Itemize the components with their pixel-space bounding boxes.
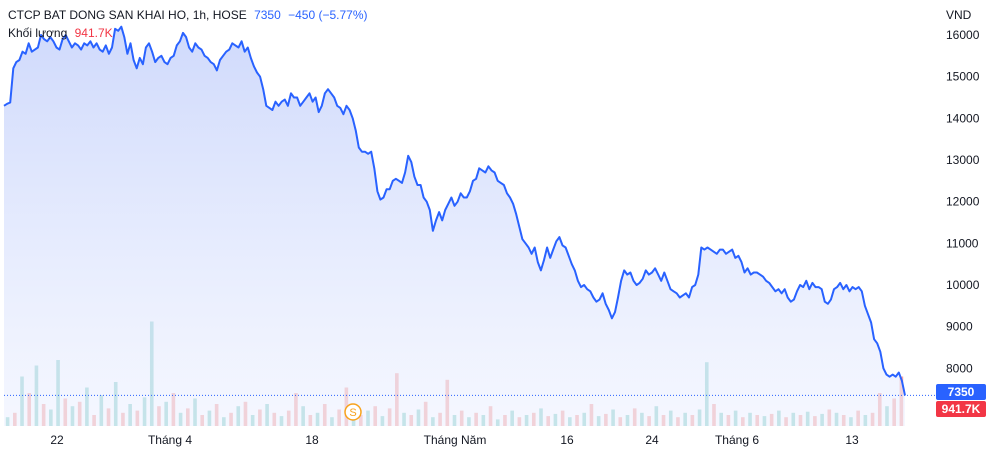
- legend-symbol-row: CTCP BAT DONG SAN KHAI HO, 1h, HOSE 7350…: [8, 6, 368, 24]
- price-line[interactable]: [3, 25, 906, 396]
- x-tick-label: Tháng 4: [148, 433, 192, 447]
- volume-value: 941.7K: [74, 26, 113, 40]
- last-price-tag: 7350: [936, 384, 986, 400]
- x-tick-label: Tháng Năm: [424, 433, 487, 447]
- price-change: −450 (−5.77%): [288, 8, 368, 22]
- last-price: 7350: [254, 8, 281, 22]
- volume-label[interactable]: Khối lượng: [8, 26, 68, 40]
- currency-label[interactable]: VND: [946, 8, 972, 22]
- y-tick-label: 10000: [946, 278, 980, 292]
- y-tick-label: 14000: [946, 111, 980, 125]
- symbol-title[interactable]: CTCP BAT DONG SAN KHAI HO, 1h, HOSE: [8, 8, 247, 22]
- x-tick-label: 24: [645, 433, 659, 447]
- volume-tag: 941.7K: [936, 401, 986, 417]
- x-tick-label: Tháng 6: [715, 433, 759, 447]
- y-tick-label: 11000: [946, 236, 979, 250]
- chart-legend: CTCP BAT DONG SAN KHAI HO, 1h, HOSE 7350…: [8, 6, 368, 42]
- x-tick-label: 16: [560, 433, 574, 447]
- y-tick-label: 13000: [946, 153, 980, 167]
- y-tick-label: 15000: [946, 70, 980, 84]
- split-event-marker[interactable]: [344, 403, 362, 421]
- x-tick-label: 18: [305, 433, 319, 447]
- x-tick-label: 13: [845, 433, 859, 447]
- x-tick-label: 22: [50, 433, 64, 447]
- y-tick-label: 9000: [946, 320, 973, 334]
- price-area: [4, 26, 905, 426]
- legend-volume-row: Khối lượng 941.7K: [8, 24, 368, 42]
- split-event-label: S: [349, 407, 356, 419]
- y-tick-label: 8000: [946, 361, 973, 375]
- y-tick-label: 16000: [946, 28, 980, 42]
- y-tick-label: 12000: [946, 195, 980, 209]
